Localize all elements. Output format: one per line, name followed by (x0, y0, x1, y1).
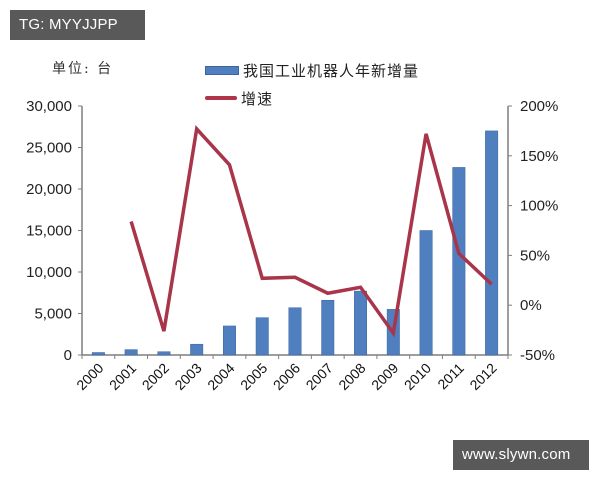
bar (485, 130, 499, 356)
bar (91, 352, 105, 356)
left-tick-label: 30,000 (26, 98, 72, 115)
chart-legend: 我国工业机器人年新增量 增速 (205, 56, 419, 112)
x-tick-label: 2001 (106, 360, 139, 393)
line-series (129, 125, 493, 338)
x-tick-label: 2004 (204, 360, 237, 393)
growth-rate-line (129, 125, 493, 338)
unit-label: 单位: 台 (52, 61, 114, 77)
x-tick-label: 2008 (335, 360, 368, 393)
bar (157, 351, 171, 356)
left-tick-label: 10,000 (26, 264, 72, 281)
right-y-axis: -50% 0% 50% 100% 150% 200% (507, 98, 558, 364)
x-tick-label: 2012 (466, 360, 499, 393)
left-tick-label: 15,000 (26, 223, 72, 240)
left-tick-label: 5,000 (34, 306, 72, 323)
right-tick-label: -50% (520, 347, 555, 364)
left-tick-label: 20,000 (26, 181, 72, 198)
watermark-top-left: TG: MYYJJPP (10, 10, 145, 40)
line-swatch-icon (205, 96, 237, 100)
legend-item-line: 增速 (205, 84, 419, 112)
bar (419, 230, 433, 356)
x-axis: 2000 2001 2002 2003 2004 2005 2006 2007 2008 2009… (73, 354, 509, 393)
left-y-axis: 0 5,000 10,000 15,000 20,000 25,000 30,000 (26, 98, 83, 364)
x-tick-label: 2006 (270, 360, 303, 393)
bar-swatch-icon (205, 65, 239, 75)
legend-label-bar: 我国工业机器人年新增量 (243, 61, 420, 80)
legend-item-bar: 我国工业机器人年新增量 (205, 56, 419, 84)
legend-label-line: 增速 (241, 89, 274, 108)
right-tick-label: 100% (520, 198, 558, 215)
x-tick-label: 2002 (139, 360, 172, 393)
bar (321, 299, 335, 356)
x-tick-label: 2011 (434, 360, 467, 393)
x-tick-label: 2009 (368, 360, 401, 393)
bar (354, 290, 368, 356)
bar-series (91, 130, 499, 356)
x-tick-label: 2000 (73, 360, 106, 393)
bar (452, 167, 466, 356)
bar (124, 349, 138, 356)
bar (190, 343, 204, 356)
x-tick-label: 2010 (401, 360, 434, 393)
bar (222, 325, 236, 356)
right-tick-label: 0% (520, 297, 542, 314)
right-tick-label: 150% (520, 148, 558, 165)
left-tick-label: 25,000 (26, 140, 72, 157)
watermark-bottom-right: www.slywn.com (453, 440, 589, 470)
bar (288, 307, 302, 356)
right-tick-label: 200% (520, 98, 558, 115)
x-tick-label: 2005 (237, 360, 270, 393)
x-tick-label: 2007 (303, 360, 336, 393)
left-tick-label: 0 (64, 347, 72, 364)
bar (255, 317, 269, 356)
x-tick-label: 2003 (171, 360, 204, 393)
right-tick-label: 50% (520, 247, 550, 264)
